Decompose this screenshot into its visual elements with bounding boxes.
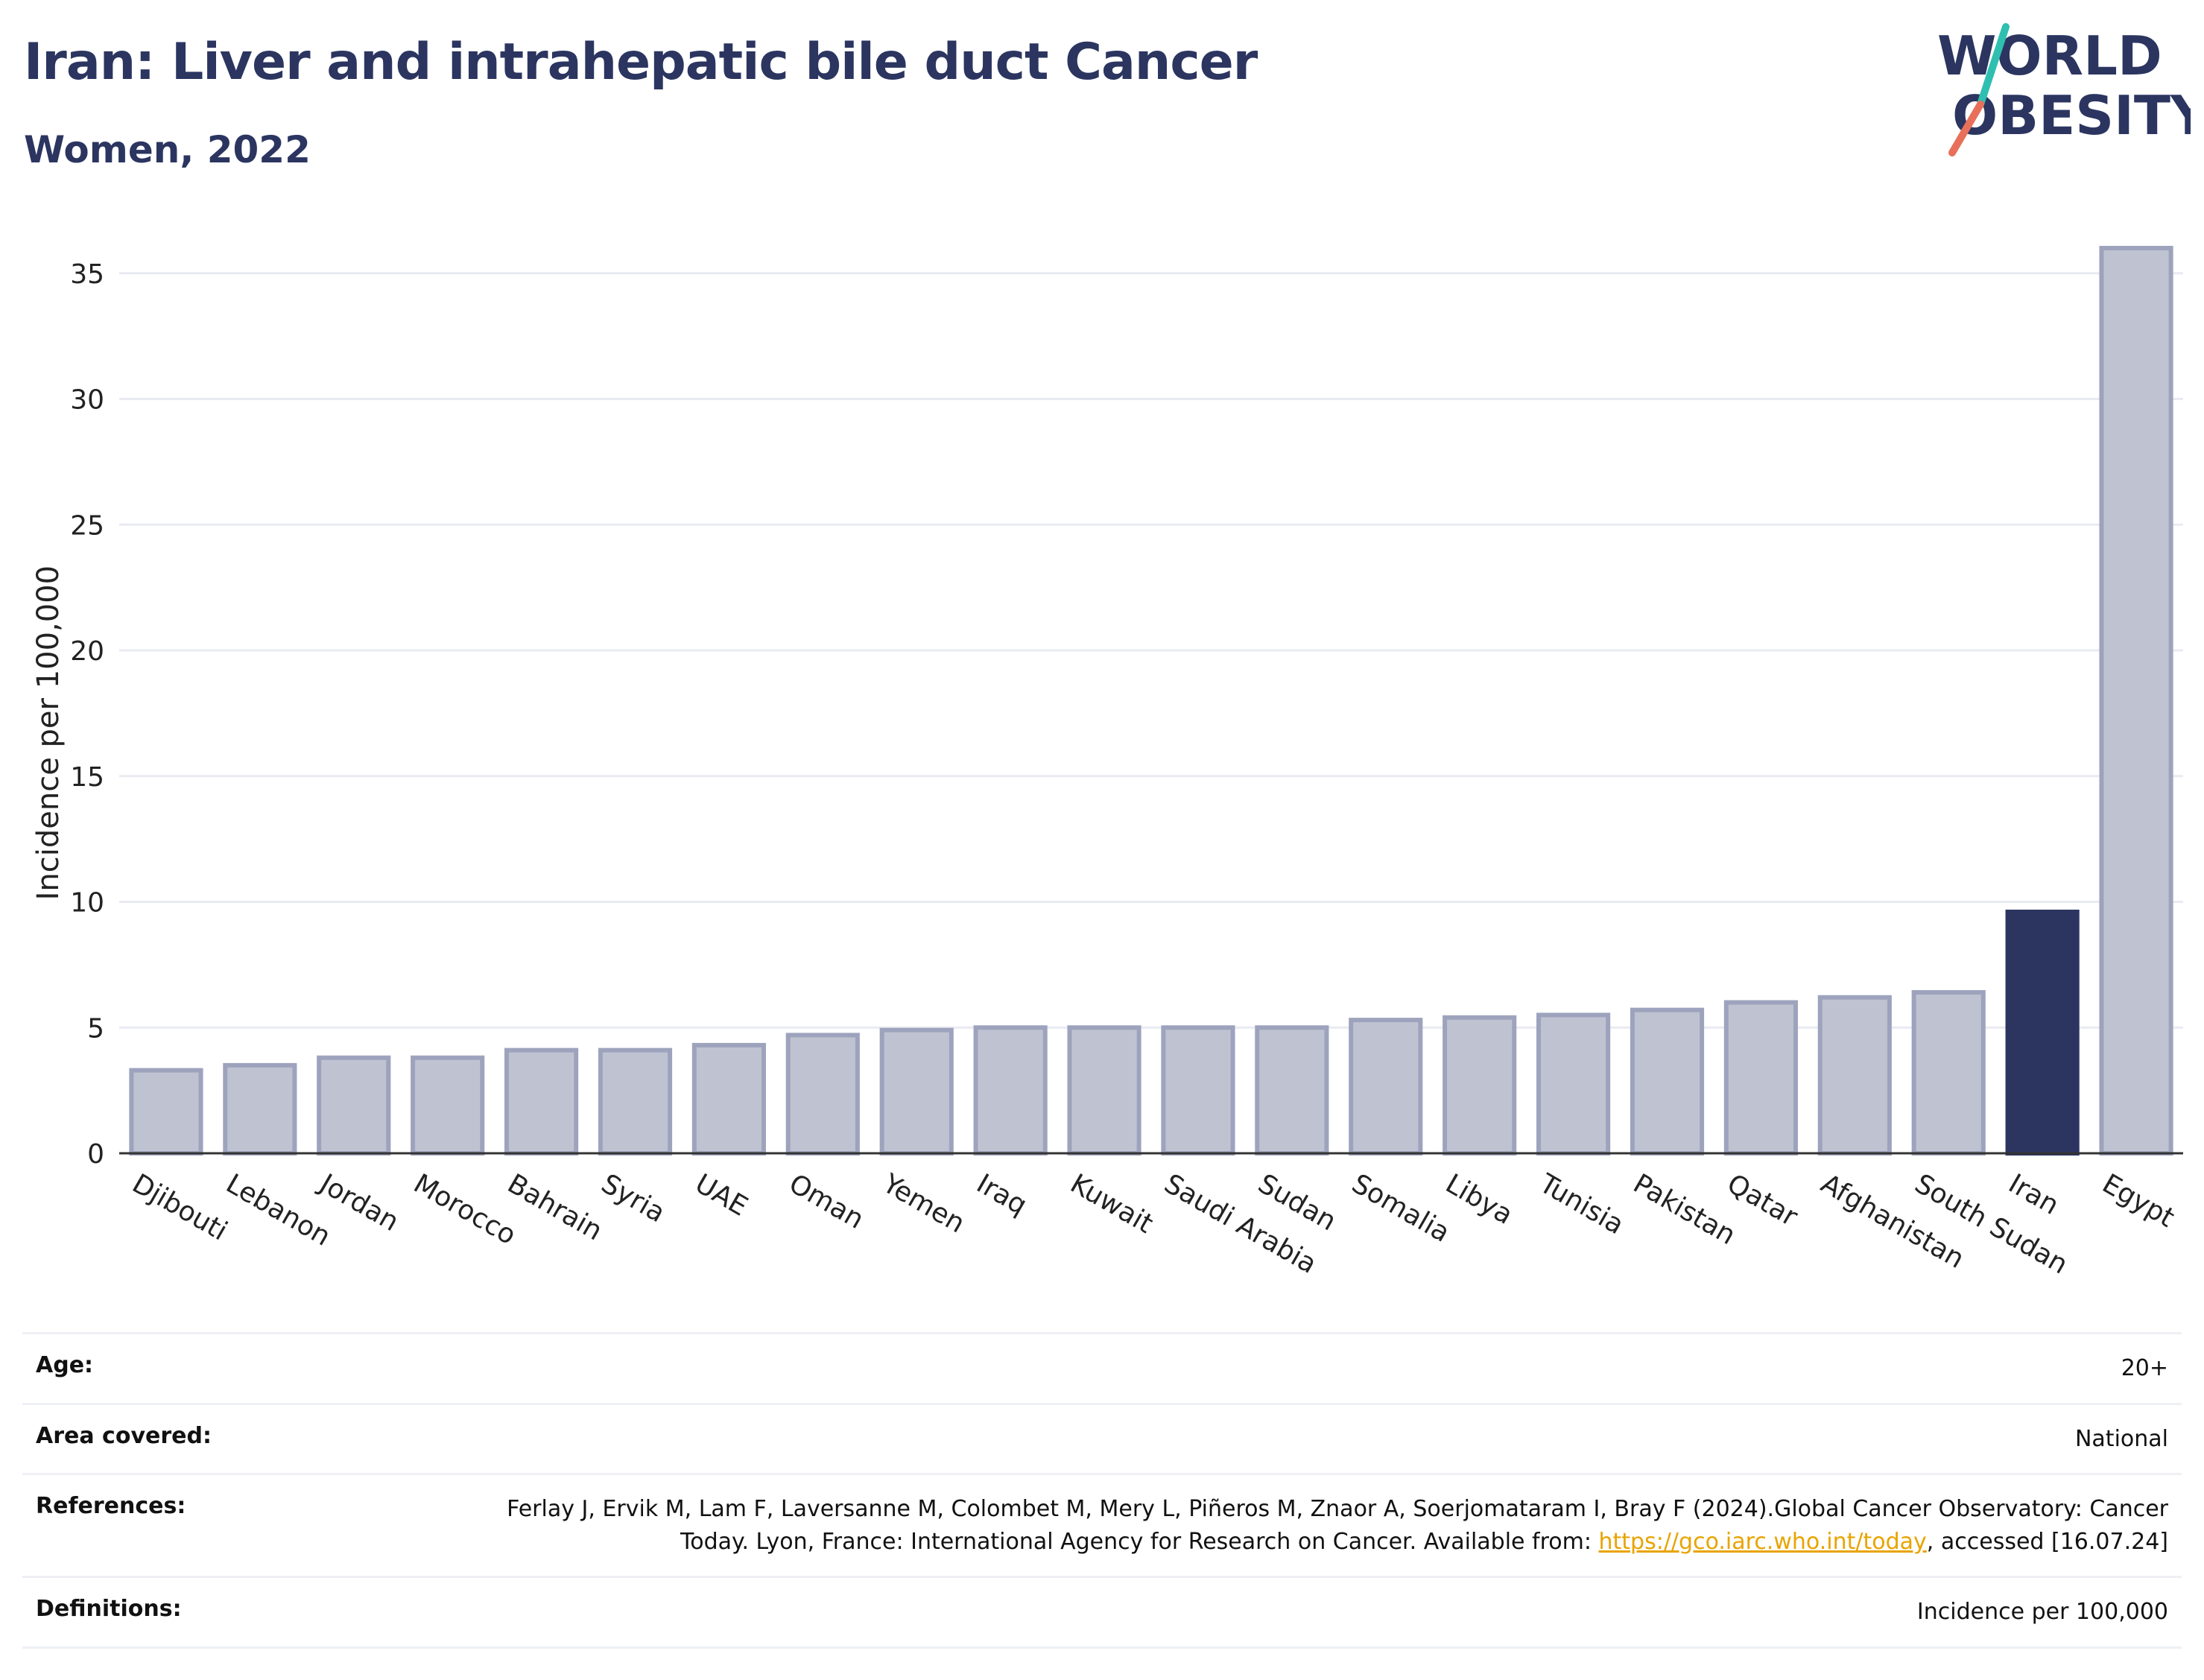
- x-tick-label: Oman: [784, 1168, 869, 1235]
- x-tick-label: Yemen: [877, 1168, 970, 1240]
- y-tick-label: 15: [70, 762, 104, 793]
- y-tick-label: 20: [70, 636, 104, 667]
- x-tick-label: Egypt: [2097, 1168, 2179, 1233]
- y-tick-label: 35: [70, 259, 104, 290]
- y-tick-label: 30: [70, 385, 104, 416]
- bar-bahrain: [504, 1047, 579, 1156]
- y-tick-label: 10: [70, 888, 104, 919]
- footer-value-references: Ferlay J, Ervik M, Lam F, Laversanne M, …: [455, 1493, 2168, 1558]
- y-tick-label: 0: [87, 1139, 104, 1170]
- footer-label-age: Age:: [36, 1352, 94, 1378]
- x-tick-label: UAE: [690, 1168, 753, 1222]
- bar-lebanon: [223, 1062, 297, 1156]
- bar-sudan: [1255, 1025, 1329, 1156]
- page-subtitle: Women, 2022: [24, 128, 311, 171]
- footer-value-definitions: Incidence per 100,000: [1916, 1599, 2168, 1625]
- reference-accessed: , accessed [16.07.24]: [1926, 1528, 2168, 1555]
- x-tick-label: Iraq: [972, 1168, 1032, 1221]
- world-obesity-logo: WORLD OBESITY: [1937, 23, 2191, 156]
- bar-kuwait: [1067, 1025, 1141, 1156]
- x-tick-label: Pakistan: [1628, 1168, 1741, 1251]
- x-tick-label: Lebanon: [221, 1168, 335, 1252]
- bar-uae: [691, 1042, 766, 1156]
- bar-saudi-arabia: [1161, 1025, 1235, 1156]
- bar-iran: [2005, 910, 2080, 1156]
- footer-row-definitions: Definitions: Incidence per 100,000: [22, 1576, 2182, 1649]
- bar-oman: [785, 1033, 860, 1156]
- bar-qatar: [1723, 1000, 1798, 1156]
- bar-afghanistan: [1817, 995, 1892, 1156]
- logo-slash-top: [1977, 23, 2010, 108]
- bar-south-sudan: [1911, 990, 1986, 1156]
- bar-jordan: [317, 1055, 391, 1156]
- bars: [129, 246, 2173, 1156]
- footer-row-references: References: Ferlay J, Ervik M, Lam F, La…: [22, 1473, 2182, 1576]
- y-axis-title: Incidence per 100,000: [31, 565, 66, 901]
- logo-line1: WORLD: [1937, 25, 2162, 87]
- footer-row-age: Age: 20+: [22, 1332, 2182, 1403]
- footer-row-area: Area covered: National: [22, 1402, 2182, 1474]
- grid-lines: [119, 272, 2183, 1029]
- x-tick-label: Morocco: [408, 1168, 521, 1251]
- logo-slash-bottom: [1948, 101, 1984, 156]
- bar-djibouti: [129, 1068, 203, 1156]
- bar-pakistan: [1630, 1007, 1705, 1156]
- footer-value-age: 20+: [2121, 1355, 2168, 1381]
- chart-metadata-table: Age: 20+ Area covered: National Referenc…: [22, 1332, 2182, 1649]
- bar-somalia: [1349, 1018, 1423, 1156]
- reference-link[interactable]: https://gco.iarc.who.int/today: [1598, 1528, 1927, 1555]
- footer-label-references: References:: [36, 1493, 186, 1519]
- footer-value-area: National: [2074, 1425, 2168, 1452]
- y-tick-label: 5: [87, 1013, 104, 1044]
- x-tick-label: Bahrain: [502, 1168, 607, 1246]
- footer-label-definitions: Definitions:: [36, 1596, 182, 1622]
- y-tick-labels: 0 5 10 15 20 25 30 35: [70, 259, 104, 1170]
- bar-yemen: [879, 1027, 954, 1156]
- x-tick-label: Djibouti: [127, 1168, 232, 1246]
- bar-tunisia: [1536, 1012, 1611, 1156]
- bar-syria: [598, 1047, 673, 1156]
- footer-label-area: Area covered:: [36, 1422, 212, 1449]
- page-title: Iran: Liver and intrahepatic bile duct C…: [24, 33, 1258, 92]
- x-tick-label: Iran: [2004, 1168, 2064, 1221]
- bar-iraq: [973, 1025, 1048, 1156]
- x-tick-label: Tunisia: [1533, 1168, 1629, 1240]
- x-tick-label: Kuwait: [1065, 1168, 1159, 1240]
- logo-line2: OBESITY: [1952, 84, 2191, 147]
- x-tick-label: Somalia: [1346, 1168, 1454, 1249]
- reference-text: Ferlay J, Ervik M, Lam F, Laversanne M, …: [507, 1496, 2168, 1555]
- bar-morocco: [411, 1055, 485, 1156]
- y-tick-label: 25: [70, 510, 104, 541]
- bar-libya: [1443, 1015, 1517, 1156]
- bar-egypt: [2099, 246, 2173, 1156]
